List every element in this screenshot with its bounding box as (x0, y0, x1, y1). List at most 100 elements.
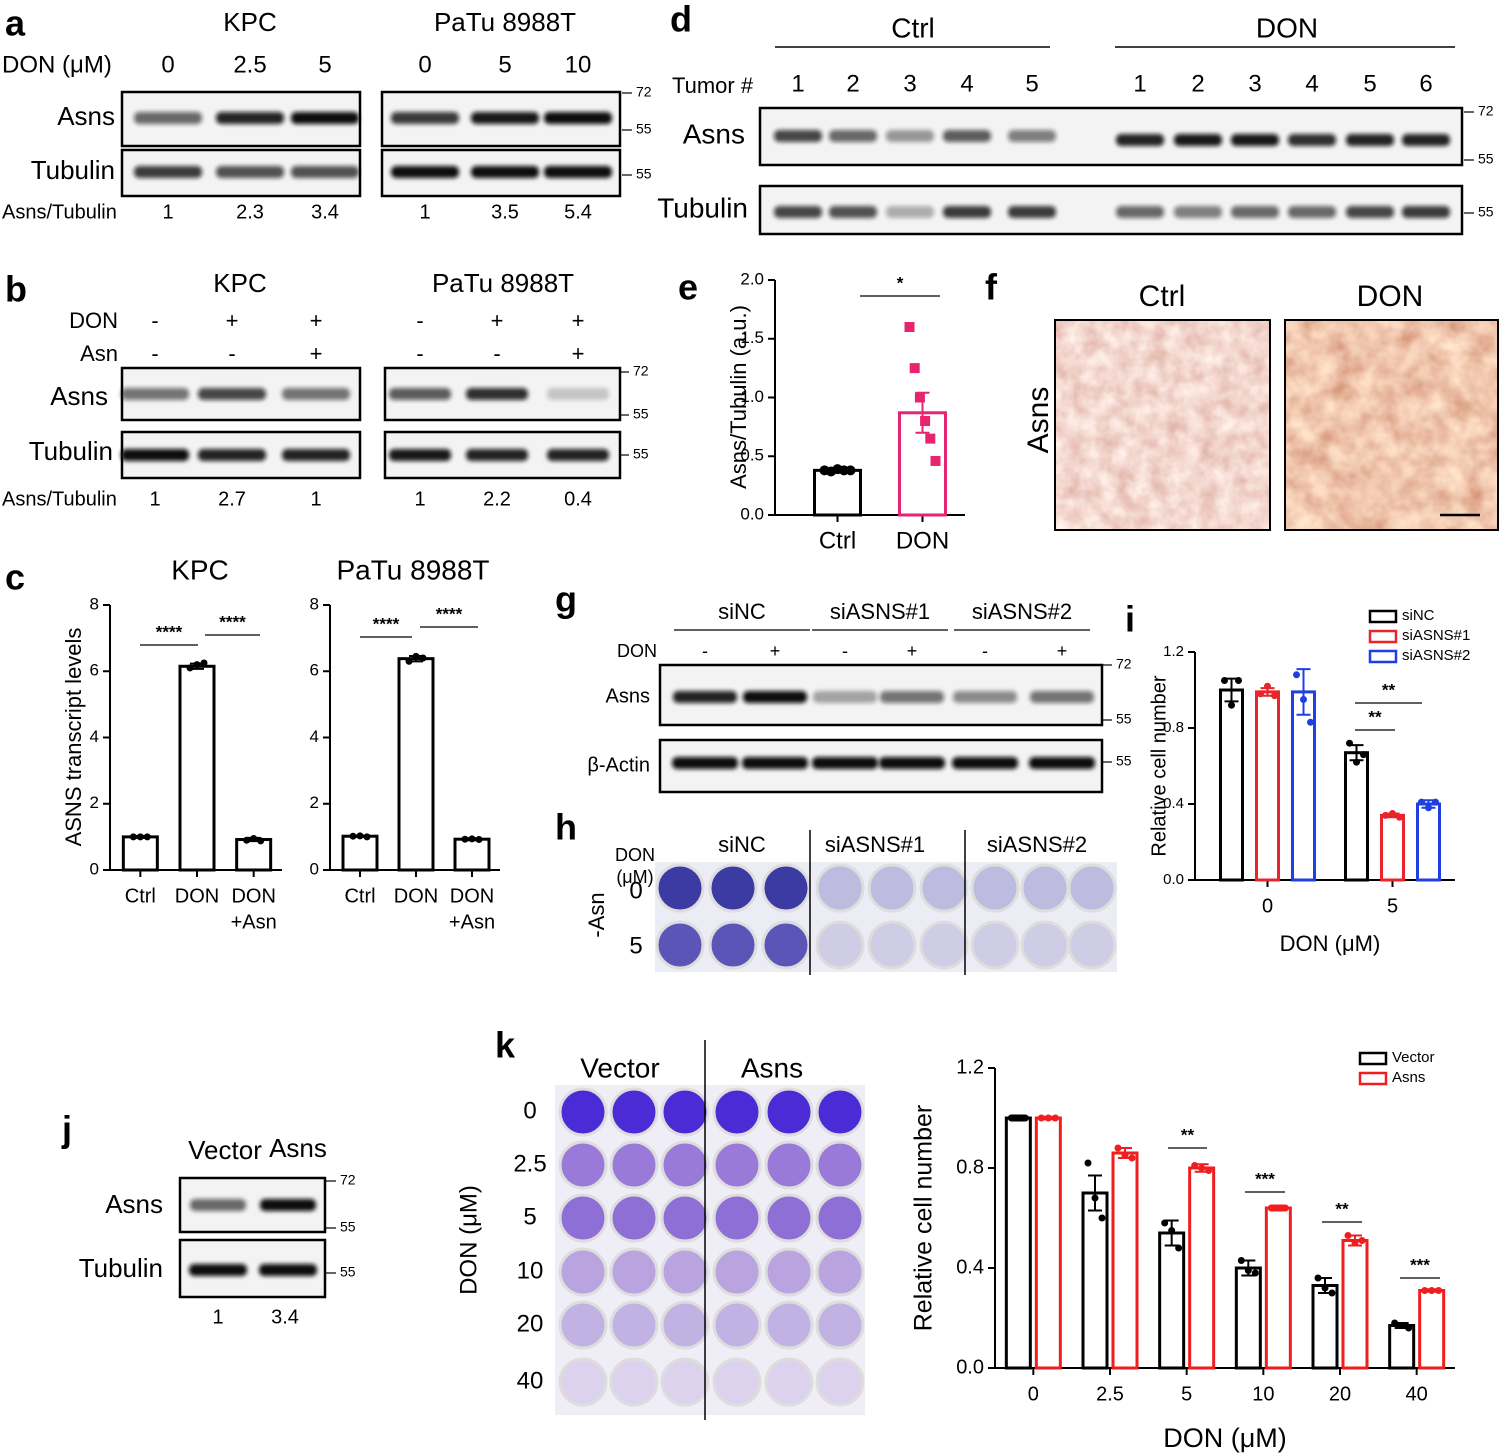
blot-band (1174, 134, 1222, 146)
point (1344, 1232, 1352, 1239)
chart-title: KPC (171, 554, 229, 585)
well (764, 1300, 814, 1350)
point (1267, 1204, 1275, 1212)
y-tick-label: 6 (90, 661, 99, 680)
x-tick-label: +Asn (449, 911, 495, 933)
point (1435, 1287, 1443, 1294)
label: Asns (50, 381, 108, 411)
blot-band (1008, 206, 1056, 218)
sign: + (310, 308, 323, 333)
error-bar (1088, 1174, 1102, 1212)
y-tick-label: 0 (310, 859, 319, 878)
plate (555, 1085, 865, 1415)
ratio: 1 (149, 488, 160, 510)
blot-band (774, 130, 822, 142)
blot-band (943, 206, 991, 218)
dose: 40 (517, 1367, 544, 1394)
point (349, 832, 357, 840)
y-tick-label: 1.2 (956, 1056, 984, 1078)
blot-band (216, 112, 284, 124)
blot-band (547, 388, 609, 400)
panel-letter: h (555, 807, 577, 848)
point (1044, 1114, 1052, 1122)
well (867, 863, 917, 913)
point (1396, 813, 1403, 821)
mw-marker: 55 (1116, 711, 1132, 727)
x-tick-label: DON (450, 885, 494, 907)
sign: + (226, 308, 239, 333)
well (815, 1357, 865, 1407)
y-axis-label: Asns/Tubulin (a.u.) (726, 305, 751, 489)
label: Asns (269, 1133, 327, 1163)
point (1300, 696, 1307, 703)
ratio: 0.4 (564, 488, 592, 510)
legend-swatch (1368, 629, 1398, 644)
well (558, 1193, 608, 1243)
x-tick-label: Ctrl (819, 527, 856, 554)
x-tick-label: DON (175, 885, 219, 907)
x-tick-label: 10 (1252, 1383, 1274, 1405)
label: Asns (741, 1052, 803, 1083)
label: Tubulin (29, 436, 113, 466)
point (1274, 1204, 1282, 1212)
well (761, 920, 811, 970)
mw-marker: 72 (1116, 656, 1132, 672)
label: DON (μM) (455, 1185, 482, 1295)
point (1321, 1284, 1329, 1292)
mw-marker: 72 (633, 363, 649, 379)
well (1067, 863, 1117, 913)
blot-band (121, 388, 189, 400)
ratio: 3.5 (491, 201, 519, 223)
blot-band (952, 757, 1018, 769)
blot-frame (758, 184, 1464, 236)
blot-band (1174, 206, 1222, 218)
label: Asns/Tubulin (2, 488, 117, 510)
label: DON (615, 845, 655, 865)
blot-band (134, 112, 202, 124)
label: PaTu 8988T (434, 7, 576, 37)
blot-band (544, 112, 612, 124)
significance: **** (436, 604, 463, 623)
x-tick-label: 20 (1329, 1383, 1351, 1405)
x-tick-label: +Asn (231, 911, 277, 933)
sign: + (1057, 641, 1068, 661)
label: siASNS#2 (987, 832, 1087, 857)
ratio: 1 (162, 201, 173, 223)
point (1014, 1114, 1022, 1122)
y-axis-label: Relative cell number (910, 1105, 938, 1332)
point (1281, 1204, 1289, 1212)
blot-band (1030, 691, 1094, 703)
x-tick-label: 5 (1387, 895, 1398, 917)
lane-label: 1 (791, 70, 804, 97)
ratio: 2.7 (218, 488, 246, 510)
well (1020, 863, 1070, 913)
point (200, 659, 208, 667)
blot-band (1008, 130, 1056, 142)
label: DON (1256, 12, 1318, 43)
point (1398, 1322, 1406, 1329)
blot-band (829, 130, 877, 142)
well (1020, 920, 1070, 970)
well (660, 1357, 710, 1407)
label: DON (617, 641, 657, 661)
dose: 5 (523, 1203, 536, 1230)
point (1421, 1287, 1429, 1294)
label: β-Actin (587, 754, 650, 776)
panel-letter: c (5, 557, 25, 598)
blot-band (886, 130, 934, 142)
blot-band (953, 691, 1017, 703)
well (815, 1140, 865, 1190)
point (1205, 1167, 1213, 1174)
well (660, 1247, 710, 1297)
well (764, 1247, 814, 1297)
ihc-image (1285, 320, 1498, 530)
blot-band (198, 388, 266, 400)
point (129, 833, 137, 841)
blot-band (673, 691, 737, 703)
label: Tubulin (79, 1253, 163, 1283)
sign: - (416, 341, 423, 366)
point (250, 835, 258, 843)
point (1405, 1324, 1413, 1332)
x-tick-label: DON (896, 527, 949, 554)
